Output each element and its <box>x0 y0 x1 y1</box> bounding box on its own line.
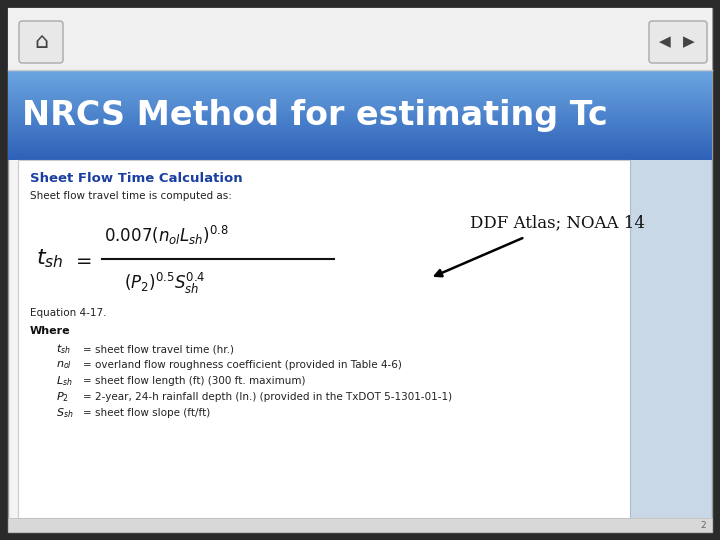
Bar <box>8 116 712 118</box>
Bar <box>8 131 712 133</box>
FancyBboxPatch shape <box>18 160 630 518</box>
Bar <box>8 153 712 156</box>
Bar <box>8 95 712 97</box>
Text: = sheet flow travel time (hr.): = sheet flow travel time (hr.) <box>83 344 234 354</box>
Bar <box>8 152 712 154</box>
Text: $S_{sh}$: $S_{sh}$ <box>56 406 73 420</box>
Bar <box>8 72 712 75</box>
Bar <box>8 83 712 85</box>
Bar <box>8 136 712 138</box>
Text: $n_{ol}$: $n_{ol}$ <box>56 359 72 371</box>
Bar <box>8 147 712 150</box>
Bar <box>8 99 712 102</box>
Bar <box>8 89 712 91</box>
Text: NRCS Method for estimating Tc: NRCS Method for estimating Tc <box>22 98 608 132</box>
Bar <box>8 103 712 105</box>
Bar <box>8 82 712 84</box>
Text: Where: Where <box>30 326 71 336</box>
Bar <box>8 111 712 113</box>
Bar <box>8 114 712 117</box>
Bar <box>8 140 712 142</box>
Bar <box>8 101 712 103</box>
FancyBboxPatch shape <box>649 21 707 63</box>
Text: = overland flow roughness coefficient (provided in Table 4-6): = overland flow roughness coefficient (p… <box>83 360 402 370</box>
Bar <box>8 126 712 129</box>
Bar <box>8 132 712 134</box>
Bar <box>8 113 712 115</box>
Text: Sheet Flow Time Calculation: Sheet Flow Time Calculation <box>30 172 243 185</box>
Bar <box>8 110 712 112</box>
Text: $(P_2)^{0.5}S_{sh}^{0.4}$: $(P_2)^{0.5}S_{sh}^{0.4}$ <box>124 271 206 295</box>
FancyBboxPatch shape <box>19 21 63 63</box>
Bar <box>630 160 712 518</box>
Text: :: : <box>65 326 68 336</box>
Bar <box>8 137 712 139</box>
Text: DDF Atlas; NOAA 14: DDF Atlas; NOAA 14 <box>470 214 645 232</box>
Bar <box>8 80 712 82</box>
Bar <box>8 92 712 94</box>
Text: ◀: ◀ <box>659 35 671 50</box>
Bar <box>8 134 712 136</box>
Bar <box>8 157 712 159</box>
Text: ⌂: ⌂ <box>34 32 48 52</box>
Bar <box>8 97 712 98</box>
Bar <box>8 107 712 109</box>
Bar <box>8 109 712 111</box>
Bar <box>8 78 712 80</box>
Bar <box>8 76 712 78</box>
Bar <box>8 105 712 107</box>
Bar <box>8 143 712 145</box>
Bar <box>8 149 712 151</box>
Bar <box>8 128 712 130</box>
Bar <box>8 71 712 73</box>
Bar <box>8 84 712 86</box>
Bar <box>8 138 712 140</box>
Bar <box>8 70 712 71</box>
Bar <box>8 87 712 90</box>
Bar <box>8 146 712 148</box>
Text: $0.007(n_{ol}L_{sh})^{0.8}$: $0.007(n_{ol}L_{sh})^{0.8}$ <box>104 224 228 247</box>
Bar <box>8 151 712 152</box>
Bar <box>8 155 712 157</box>
Bar <box>8 77 712 79</box>
Text: $t_{sh}$: $t_{sh}$ <box>56 342 71 356</box>
Bar <box>8 119 712 121</box>
Bar <box>8 141 712 144</box>
Bar <box>8 93 712 96</box>
Bar <box>8 74 712 76</box>
Bar <box>8 118 712 119</box>
Bar <box>8 130 712 132</box>
Bar <box>8 91 712 92</box>
Bar <box>8 145 712 146</box>
Text: Equation 4-17.: Equation 4-17. <box>30 308 107 318</box>
Text: 2: 2 <box>701 521 706 530</box>
Bar <box>8 98 712 100</box>
Text: = sheet flow length (ft) (300 ft. maximum): = sheet flow length (ft) (300 ft. maximu… <box>83 376 305 386</box>
Bar <box>8 518 712 532</box>
Text: = 2-year, 24-h rainfall depth (In.) (provided in the TxDOT 5-1301-01-1): = 2-year, 24-h rainfall depth (In.) (pro… <box>83 392 452 402</box>
Text: = sheet flow slope (ft/ft): = sheet flow slope (ft/ft) <box>83 408 210 418</box>
Text: $L_{sh}$: $L_{sh}$ <box>56 374 73 388</box>
Text: ▶: ▶ <box>683 35 695 50</box>
Text: $=$: $=$ <box>72 249 92 268</box>
Text: $P_2$: $P_2$ <box>56 390 69 404</box>
Bar <box>8 125 712 127</box>
Bar <box>8 8 712 70</box>
Bar <box>8 122 712 124</box>
Bar <box>8 86 712 88</box>
Text: Sheet flow travel time is computed as:: Sheet flow travel time is computed as: <box>30 191 232 201</box>
Bar <box>8 158 712 160</box>
Bar <box>8 120 712 123</box>
Text: $t_{sh}$: $t_{sh}$ <box>36 248 63 271</box>
Bar <box>8 104 712 106</box>
Bar <box>8 124 712 125</box>
